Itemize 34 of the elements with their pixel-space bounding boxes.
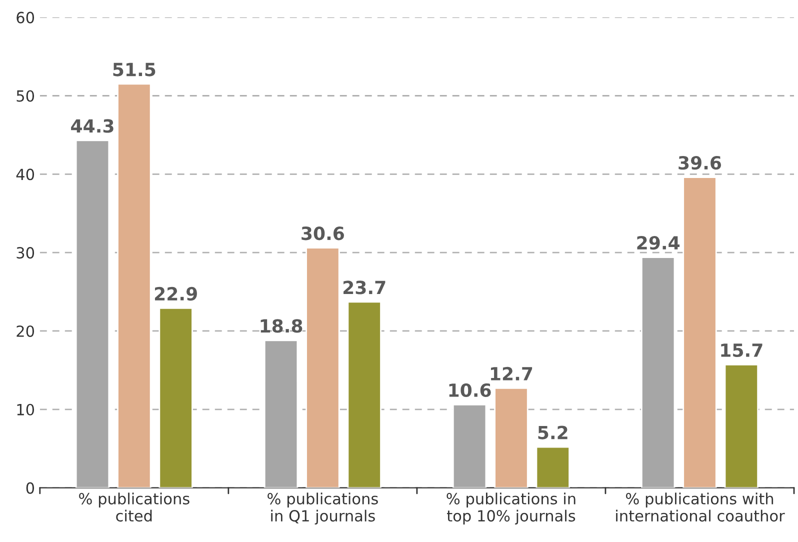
bar [75,140,110,488]
data-label: 29.4 [637,236,680,250]
bar [452,404,487,488]
y-tick-label: 30 [16,247,34,259]
bar [347,301,382,488]
data-label: 23.7 [344,280,386,294]
data-label: 10.6 [449,383,491,398]
data-label: 30.6 [302,226,344,240]
data-label: 12.7 [490,366,532,380]
bar [306,247,340,488]
data-label: 15.7 [721,344,762,358]
bar [494,388,528,488]
y-tick-label: 0 [26,482,34,494]
y-tick-label: 60 [16,12,34,24]
bar [536,446,570,488]
y-tick-label: 20 [16,325,34,338]
bar [724,364,759,488]
y-tick-label: 10 [17,404,34,416]
x-tick-label: % publications cited [79,492,190,522]
data-label: 44.3 [71,119,114,133]
data-label: 18.8 [260,319,302,333]
data-label: 39.6 [678,156,722,170]
bar [264,340,298,488]
data-label: 51.5 [113,62,156,76]
x-tick-label: % publications with international coauthor [616,492,785,522]
bar [158,308,193,488]
data-label: 5.2 [538,426,568,440]
y-tick-label: 40 [16,168,34,180]
bar [117,83,152,488]
x-tick-label: % publications in Q1 journals [268,492,378,525]
bar [682,176,717,488]
data-label: 22.9 [154,286,197,301]
x-tick-label: % publications in top 10% journals [446,492,576,525]
y-tick-label: 50 [16,90,34,102]
